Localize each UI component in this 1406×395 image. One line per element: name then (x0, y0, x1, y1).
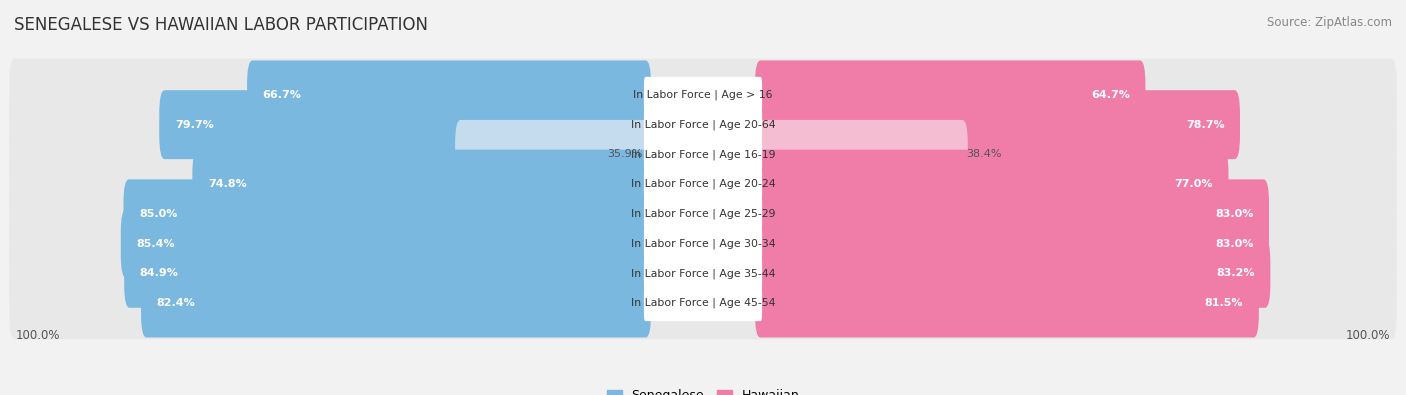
Text: 81.5%: 81.5% (1205, 298, 1243, 308)
Text: In Labor Force | Age 16-19: In Labor Force | Age 16-19 (631, 149, 775, 160)
Text: 83.2%: 83.2% (1216, 268, 1254, 278)
FancyBboxPatch shape (644, 166, 762, 202)
FancyBboxPatch shape (644, 136, 762, 173)
Text: 83.0%: 83.0% (1215, 239, 1254, 248)
FancyBboxPatch shape (755, 239, 1271, 308)
FancyBboxPatch shape (10, 207, 1396, 280)
FancyBboxPatch shape (121, 209, 651, 278)
FancyBboxPatch shape (755, 179, 1270, 248)
FancyBboxPatch shape (10, 88, 1396, 161)
Text: 100.0%: 100.0% (15, 329, 60, 342)
FancyBboxPatch shape (755, 90, 1240, 159)
FancyBboxPatch shape (755, 150, 1229, 218)
Text: 84.9%: 84.9% (139, 268, 179, 278)
FancyBboxPatch shape (10, 178, 1396, 250)
Text: 64.7%: 64.7% (1091, 90, 1130, 100)
Text: 83.0%: 83.0% (1215, 209, 1254, 219)
Text: 85.4%: 85.4% (136, 239, 174, 248)
FancyBboxPatch shape (755, 209, 1270, 278)
Text: 82.4%: 82.4% (156, 298, 195, 308)
Text: 35.9%: 35.9% (607, 149, 643, 160)
FancyBboxPatch shape (755, 120, 967, 189)
FancyBboxPatch shape (124, 179, 651, 248)
Text: Source: ZipAtlas.com: Source: ZipAtlas.com (1267, 16, 1392, 29)
FancyBboxPatch shape (124, 239, 651, 308)
FancyBboxPatch shape (644, 107, 762, 143)
Text: In Labor Force | Age > 16: In Labor Force | Age > 16 (633, 90, 773, 100)
Text: 77.0%: 77.0% (1174, 179, 1213, 189)
FancyBboxPatch shape (159, 90, 651, 159)
Text: 66.7%: 66.7% (263, 90, 301, 100)
Text: 85.0%: 85.0% (139, 209, 177, 219)
Text: In Labor Force | Age 45-54: In Labor Force | Age 45-54 (631, 298, 775, 308)
FancyBboxPatch shape (644, 285, 762, 321)
FancyBboxPatch shape (755, 60, 1146, 130)
FancyBboxPatch shape (193, 150, 651, 218)
FancyBboxPatch shape (10, 118, 1396, 191)
Text: 79.7%: 79.7% (174, 120, 214, 130)
FancyBboxPatch shape (247, 60, 651, 130)
Text: In Labor Force | Age 25-29: In Labor Force | Age 25-29 (631, 209, 775, 219)
FancyBboxPatch shape (456, 120, 651, 189)
FancyBboxPatch shape (644, 196, 762, 232)
Text: In Labor Force | Age 30-34: In Labor Force | Age 30-34 (631, 238, 775, 249)
Text: 100.0%: 100.0% (1346, 329, 1391, 342)
Text: 74.8%: 74.8% (208, 179, 246, 189)
FancyBboxPatch shape (755, 269, 1258, 337)
FancyBboxPatch shape (10, 59, 1396, 131)
FancyBboxPatch shape (644, 226, 762, 262)
Text: In Labor Force | Age 35-44: In Labor Force | Age 35-44 (631, 268, 775, 278)
Text: In Labor Force | Age 20-24: In Labor Force | Age 20-24 (631, 179, 775, 189)
Legend: Senegalese, Hawaiian: Senegalese, Hawaiian (602, 384, 804, 395)
FancyBboxPatch shape (10, 148, 1396, 220)
FancyBboxPatch shape (644, 255, 762, 292)
Text: In Labor Force | Age 20-64: In Labor Force | Age 20-64 (631, 119, 775, 130)
FancyBboxPatch shape (10, 267, 1396, 339)
Text: SENEGALESE VS HAWAIIAN LABOR PARTICIPATION: SENEGALESE VS HAWAIIAN LABOR PARTICIPATI… (14, 16, 427, 34)
FancyBboxPatch shape (141, 269, 651, 337)
FancyBboxPatch shape (644, 77, 762, 113)
FancyBboxPatch shape (10, 237, 1396, 310)
Text: 38.4%: 38.4% (966, 149, 1001, 160)
Text: 78.7%: 78.7% (1185, 120, 1225, 130)
